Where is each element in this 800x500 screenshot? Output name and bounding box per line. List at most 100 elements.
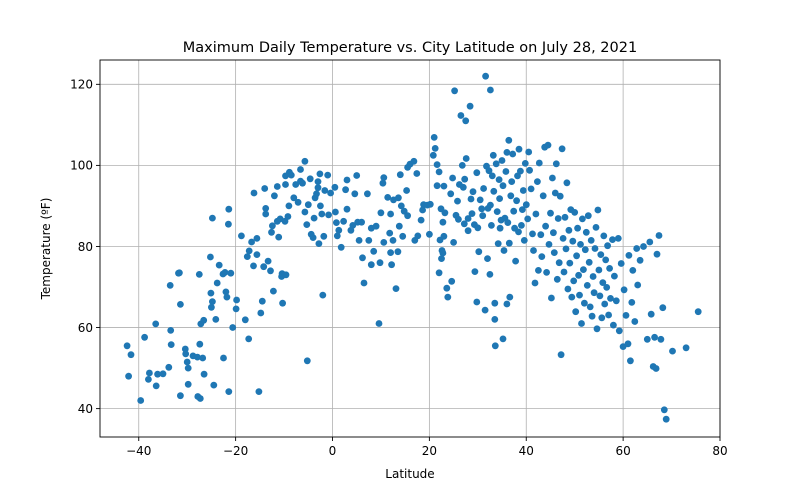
data-point [309,234,317,242]
data-point [444,293,452,301]
data-point [549,174,556,182]
data-point [629,267,637,274]
data-point [250,189,258,197]
data-point [200,316,208,324]
data-point [209,214,216,222]
data-point [468,210,476,218]
data-point [301,157,309,165]
data-point [264,257,272,265]
data-point [576,291,583,299]
data-point [643,335,651,343]
data-point [615,327,623,335]
data-point [318,210,326,218]
data-point [384,194,392,201]
data-point [538,253,546,260]
data-point [177,392,184,400]
data-point [429,151,437,159]
data-point [504,219,512,227]
data-point [459,183,467,191]
data-point [245,335,253,343]
data-point [598,314,606,322]
data-point [152,320,160,328]
data-point [655,232,663,239]
data-point [435,269,443,277]
data-point [154,370,162,378]
data-point [585,258,593,266]
data-point [221,269,229,276]
data-point [229,324,237,331]
data-point [491,316,499,323]
data-point [303,221,311,229]
data-point [605,311,612,319]
data-point [253,251,261,258]
data-point [367,261,375,269]
data-point [349,222,357,229]
x-axis-label: Latitude [385,467,434,481]
data-point [559,235,567,242]
data-point [496,224,504,232]
data-point [595,266,603,274]
data-point [439,249,447,257]
data-point [620,286,628,294]
data-point [387,249,394,256]
data-point [196,340,204,348]
data-point [355,237,363,244]
data-point [316,170,324,178]
data-point [509,150,517,158]
data-point [464,227,472,235]
data-point [545,241,553,248]
data-point [570,277,578,285]
data-point [395,222,403,230]
data-point [220,354,227,362]
data-point [503,300,511,308]
data-point [166,282,174,289]
data-point [507,192,515,200]
data-point [257,309,265,317]
data-point [606,265,613,272]
data-point [233,296,241,304]
data-point [575,271,582,279]
axis-ticks: −40 −20 0 20 40 60 80 40 60 80 100 120 [70,78,728,458]
data-point [551,189,559,197]
data-point [646,238,654,246]
data-point [601,300,609,308]
data-point [388,261,395,269]
data-point [372,222,380,230]
data-point [571,209,579,216]
data-point [489,151,497,159]
data-point [485,167,493,175]
data-point [669,347,676,355]
data-point [611,272,618,280]
data-point [351,190,359,198]
data-point [550,229,557,237]
data-point [261,185,269,192]
data-point [524,215,532,223]
data-point [245,247,253,255]
data-point [403,187,410,194]
data-point [607,295,614,302]
data-point [653,250,661,258]
data-point [480,185,487,192]
data-point [290,194,298,202]
data-point [537,231,545,239]
data-point [634,281,642,289]
data-point [505,136,513,144]
data-point [652,365,660,372]
data-point [580,266,587,273]
data-point [137,397,145,404]
data-point [253,235,261,242]
data-point [335,226,343,234]
x-tick-label: 20 [422,444,437,458]
data-point [640,243,647,250]
data-point [210,381,218,389]
data-point [531,279,539,287]
data-point [127,351,135,359]
data-point [499,335,507,343]
data-point [262,210,270,218]
data-point [315,240,323,248]
data-point [375,320,383,327]
data-point [275,233,283,241]
y-axis-label: Temperature (ºF) [39,198,53,301]
data-point [591,245,599,252]
data-point [333,232,341,240]
